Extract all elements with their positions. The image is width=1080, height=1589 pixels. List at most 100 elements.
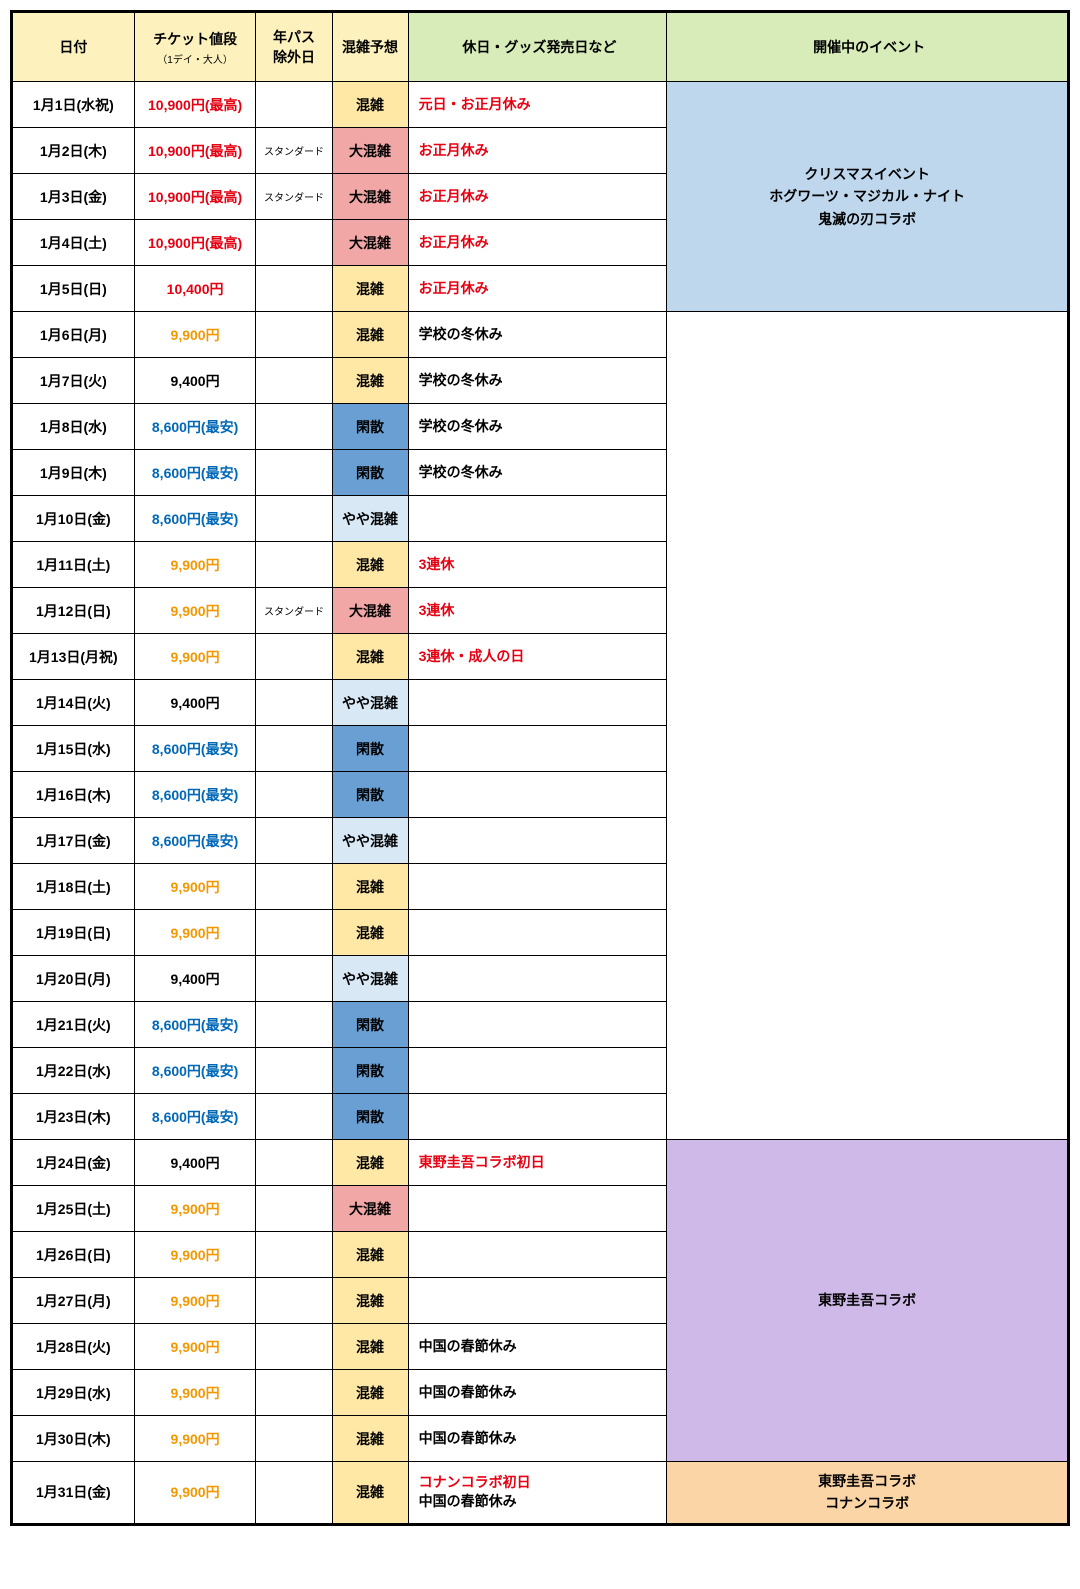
cell-notes [408,1094,667,1140]
cell-price: 9,900円 [134,542,256,588]
cell-notes: 中国の春節休み [408,1370,667,1416]
cell-price: 9,900円 [134,1278,256,1324]
cell-price: 10,900円(最高) [134,174,256,220]
cell-notes [408,726,667,772]
cell-notes: お正月休み [408,220,667,266]
header-date: 日付 [13,13,135,82]
cell-event: 東野圭吾コラボ [667,1140,1068,1462]
cell-price: 8,600円(最安) [134,726,256,772]
cell-notes [408,864,667,910]
cell-notes: コナンコラボ初日中国の春節休み [408,1462,667,1524]
cell-annual-pass [256,772,332,818]
cell-annual-pass [256,312,332,358]
cell-notes: 中国の春節休み [408,1324,667,1370]
cell-annual-pass [256,956,332,1002]
table-row: 1月6日(月)9,900円混雑学校の冬休み [13,312,1068,358]
cell-price: 9,400円 [134,1140,256,1186]
cell-date: 1月8日(水) [13,404,135,450]
cell-annual-pass [256,450,332,496]
cell-annual-pass [256,1416,332,1462]
cell-price: 9,900円 [134,864,256,910]
cell-date: 1月18日(土) [13,864,135,910]
header-price: チケット値段（1デイ・大人） [134,13,256,82]
cell-price: 9,900円 [134,1462,256,1524]
cell-crowd: 混雑 [332,1370,408,1416]
cell-annual-pass [256,496,332,542]
cell-crowd: 混雑 [332,1232,408,1278]
header-crowd: 混雑予想 [332,13,408,82]
cell-price: 9,900円 [134,1370,256,1416]
cell-notes [408,818,667,864]
cell-notes: 3連休 [408,542,667,588]
cell-date: 1月4日(土) [13,220,135,266]
cell-price: 8,600円(最安) [134,450,256,496]
cell-date: 1月3日(金) [13,174,135,220]
cell-annual-pass [256,1002,332,1048]
cell-event [667,312,1068,1140]
cell-crowd: 混雑 [332,1140,408,1186]
cell-crowd: 閑散 [332,1048,408,1094]
header-event: 開催中のイベント [667,13,1068,82]
cell-annual-pass [256,1140,332,1186]
table-body: 1月1日(水祝)10,900円(最高)混雑元日・お正月休みクリスマスイベント ホ… [13,82,1068,1524]
cell-notes: お正月休み [408,266,667,312]
cell-price: 9,900円 [134,1186,256,1232]
cell-annual-pass [256,1370,332,1416]
cell-crowd: 混雑 [332,864,408,910]
cell-annual-pass [256,220,332,266]
cell-crowd: やや混雑 [332,956,408,1002]
cell-crowd: 大混雑 [332,174,408,220]
cell-annual-pass: スタンダード [256,174,332,220]
cell-annual-pass [256,1324,332,1370]
cell-notes: 学校の冬休み [408,404,667,450]
cell-event: クリスマスイベント ホグワーツ・マジカル・ナイト 鬼滅の刃コラボ [667,82,1068,312]
cell-price: 9,400円 [134,358,256,404]
cell-date: 1月2日(木) [13,128,135,174]
cell-crowd: 混雑 [332,1278,408,1324]
cell-crowd: 混雑 [332,312,408,358]
cell-date: 1月17日(金) [13,818,135,864]
cell-date: 1月1日(水祝) [13,82,135,128]
cell-crowd: 混雑 [332,266,408,312]
cell-notes: 元日・お正月休み [408,82,667,128]
cell-annual-pass [256,358,332,404]
cell-price: 8,600円(最安) [134,818,256,864]
cell-price: 8,600円(最安) [134,772,256,818]
cell-crowd: 閑散 [332,1002,408,1048]
cell-annual-pass [256,1232,332,1278]
cell-annual-pass [256,542,332,588]
cell-crowd: 閑散 [332,404,408,450]
cell-crowd: やや混雑 [332,680,408,726]
cell-crowd: 大混雑 [332,220,408,266]
cell-price: 9,900円 [134,312,256,358]
cell-date: 1月16日(木) [13,772,135,818]
cell-price: 9,900円 [134,910,256,956]
cell-crowd: 混雑 [332,634,408,680]
cell-crowd: 混雑 [332,910,408,956]
cell-price: 10,900円(最高) [134,82,256,128]
cell-date: 1月5日(日) [13,266,135,312]
cell-price: 9,900円 [134,1232,256,1278]
cell-notes: 学校の冬休み [408,358,667,404]
cell-crowd: 混雑 [332,542,408,588]
cell-annual-pass [256,864,332,910]
cell-price: 9,900円 [134,634,256,680]
cell-notes: 学校の冬休み [408,312,667,358]
header-notes: 休日・グッズ発売日など [408,13,667,82]
cell-notes: 学校の冬休み [408,450,667,496]
cell-annual-pass [256,404,332,450]
cell-crowd: 混雑 [332,1324,408,1370]
cell-price: 8,600円(最安) [134,1094,256,1140]
cell-annual-pass [256,1278,332,1324]
cell-annual-pass: スタンダード [256,588,332,634]
cell-price: 9,900円 [134,1324,256,1370]
cell-date: 1月21日(火) [13,1002,135,1048]
cell-date: 1月27日(月) [13,1278,135,1324]
cell-notes [408,772,667,818]
cell-price: 9,900円 [134,588,256,634]
cell-date: 1月30日(木) [13,1416,135,1462]
crowd-calendar-table: 日付チケット値段（1デイ・大人）年パス 除外日混雑予想休日・グッズ発売日など開催… [10,10,1070,1526]
cell-notes [408,956,667,1002]
cell-notes [408,1186,667,1232]
cell-notes [408,680,667,726]
